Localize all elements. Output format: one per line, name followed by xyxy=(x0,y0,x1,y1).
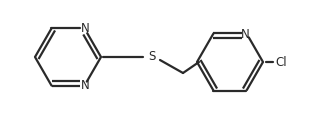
Text: N: N xyxy=(81,79,90,92)
Text: Cl: Cl xyxy=(275,55,287,69)
Text: N: N xyxy=(241,28,250,41)
Text: S: S xyxy=(148,51,156,63)
Text: N: N xyxy=(81,22,90,35)
